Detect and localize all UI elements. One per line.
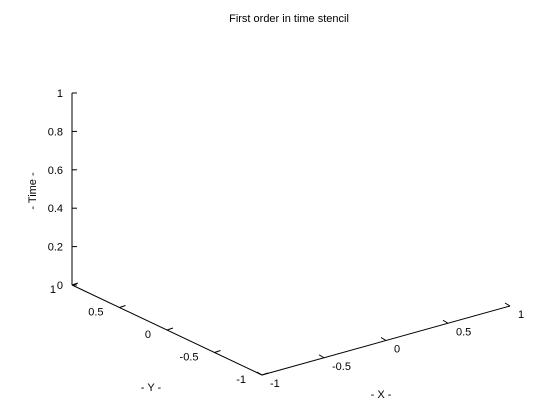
y-tick-label-4: 1 xyxy=(50,284,56,296)
axis-ticks: 0 0.2 0.4 0.6 0.8 1 -1 -0.5 0 0.5 1 -1 -0.5 0 0.5 1 xyxy=(48,88,524,390)
x-tick-label-4: 1 xyxy=(518,309,524,321)
x-tick-label-1: -0.5 xyxy=(332,361,351,373)
y-tick-label-3: 0.5 xyxy=(88,307,103,319)
z-tick-label-1: 0.2 xyxy=(48,242,63,254)
z-tick-label-4: 0.8 xyxy=(48,126,63,138)
x-tick-mark-2 xyxy=(381,338,386,341)
x-axis-label: - X - xyxy=(371,389,392,401)
y-tick-mark-2 xyxy=(167,328,173,330)
y-tick-label-1: -0.5 xyxy=(180,352,199,364)
y-tick-label-2: 0 xyxy=(145,329,151,341)
y-tick-mark-3 xyxy=(120,306,126,308)
y-tick-label-0: -1 xyxy=(236,374,246,386)
chart-title: First order in time stencil xyxy=(229,13,349,25)
z-axis-label: - Time - xyxy=(27,172,39,210)
x-tick-label-3: 0.5 xyxy=(456,326,471,338)
z-tick-label-0: 0 xyxy=(57,280,63,292)
x-tick-label-2: 0 xyxy=(394,344,400,356)
z-tick-label-2: 0.4 xyxy=(48,203,63,215)
y-tick-mark-1 xyxy=(215,351,221,353)
x-tick-mark-1 xyxy=(319,355,324,358)
x-tick-label-0: -1 xyxy=(270,378,280,390)
x-tick-mark-4 xyxy=(505,303,510,306)
x-tick-mark-3 xyxy=(443,320,448,323)
y-axis-label: - Y - xyxy=(141,382,162,394)
z-tick-label-5: 1 xyxy=(57,88,63,100)
z-tick-label-3: 0.6 xyxy=(48,165,63,177)
